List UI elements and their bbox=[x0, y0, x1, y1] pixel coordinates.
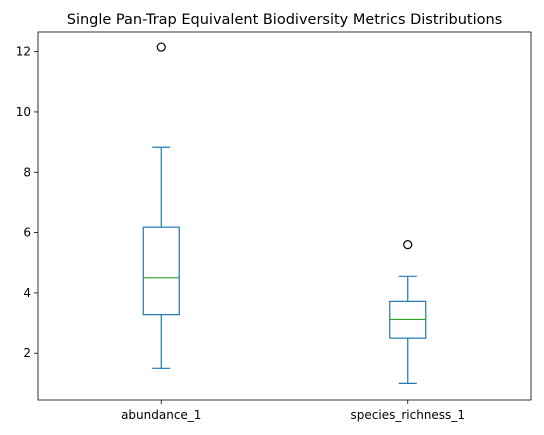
y-tick-label: 8 bbox=[23, 165, 31, 179]
outlier-point bbox=[156, 42, 166, 52]
iqr-box bbox=[142, 226, 180, 316]
x-tick-label: species_richness_1 bbox=[351, 408, 465, 422]
y-tick-label: 4 bbox=[23, 286, 31, 300]
box-group-species_richness_1 bbox=[389, 240, 427, 385]
x-axis: abundance_1 species_richness_1 bbox=[121, 400, 465, 422]
axes-frame bbox=[37, 31, 532, 401]
y-tick-label: 12 bbox=[16, 45, 31, 59]
y-tick-label: 2 bbox=[23, 346, 31, 360]
plot-area bbox=[142, 42, 427, 385]
x-tick-label: abundance_1 bbox=[121, 408, 201, 422]
outlier-point bbox=[403, 240, 413, 250]
box-group-abundance_1 bbox=[142, 42, 180, 369]
y-tick-label: 6 bbox=[23, 226, 31, 240]
y-tick-label: 10 bbox=[16, 105, 31, 119]
y-axis: 2 4 6 8 10 12 bbox=[16, 45, 38, 360]
chart-title: Single Pan-Trap Equivalent Biodiversity … bbox=[67, 12, 503, 28]
